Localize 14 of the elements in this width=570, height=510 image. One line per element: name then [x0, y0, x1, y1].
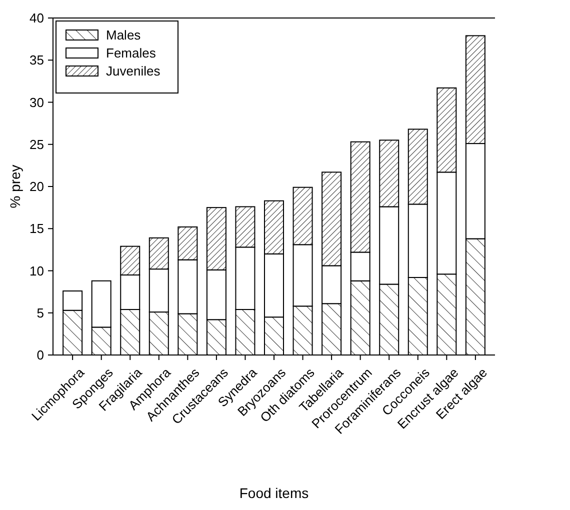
- legend-label: Females: [106, 46, 156, 61]
- x-axis-title: Food items: [239, 485, 309, 501]
- y-tick-label: 5: [36, 305, 44, 320]
- y-tick-label: 35: [30, 52, 44, 68]
- y-tick-label: 30: [30, 94, 44, 110]
- y-tick-label: 15: [30, 221, 44, 236]
- y-axis-title: % prey: [7, 164, 23, 208]
- y-tick-label: 40: [30, 10, 44, 26]
- legend-label: Juveniles: [106, 64, 161, 79]
- y-tick-label: 10: [30, 263, 44, 278]
- y-tick-label: 20: [30, 179, 44, 194]
- y-tick-label: 0: [36, 348, 44, 363]
- legend-label: Males: [106, 28, 142, 43]
- y-tick-label: 25: [30, 136, 44, 152]
